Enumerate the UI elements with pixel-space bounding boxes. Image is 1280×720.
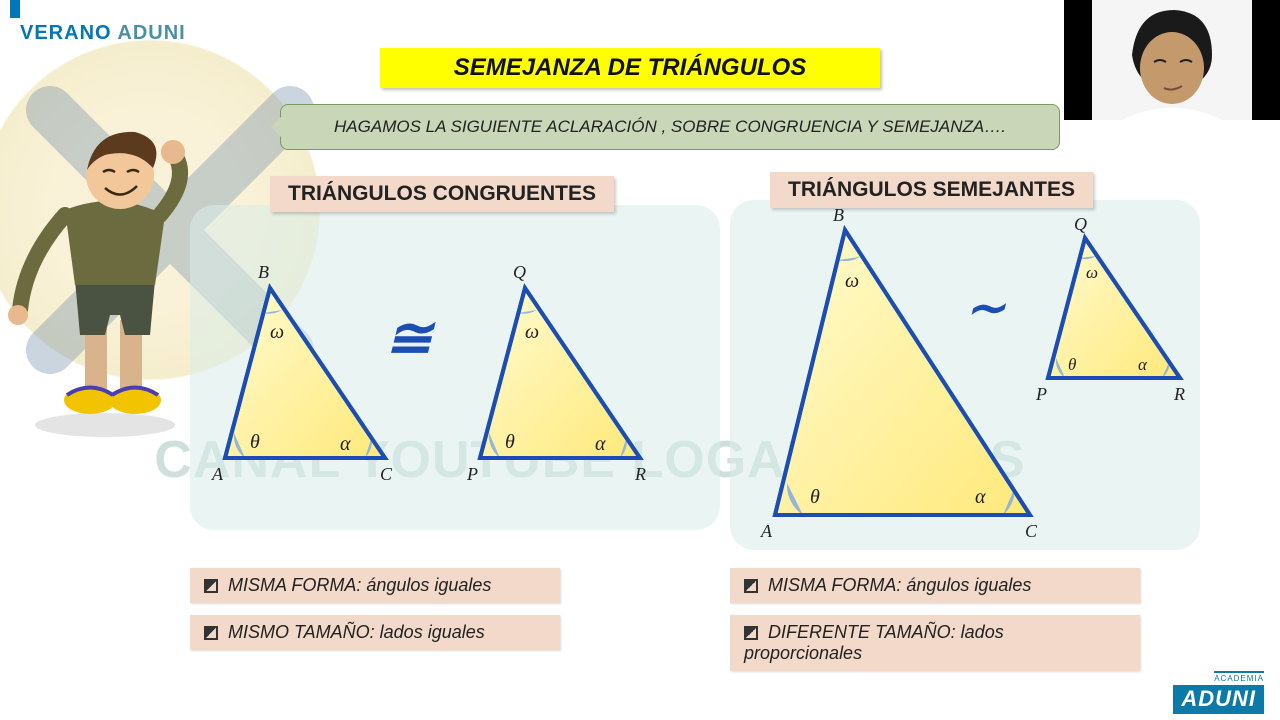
vertex-A: A bbox=[211, 464, 224, 484]
vertex-B2: B bbox=[833, 205, 844, 225]
brand-verano: VERANO bbox=[20, 22, 112, 44]
angle-alpha: α bbox=[340, 433, 351, 455]
angle-theta2: θ bbox=[505, 431, 515, 453]
vertex-P: P bbox=[466, 464, 478, 484]
angle-theta: θ bbox=[250, 431, 260, 453]
bullets-left: MISMA FORMA: ángulos iguales MISMO TAMAÑ… bbox=[190, 568, 560, 662]
bullet-left-2: MISMO TAMAÑO: lados iguales bbox=[190, 615, 560, 650]
angle-omega2: ω bbox=[525, 321, 539, 343]
webcam-overlay bbox=[1064, 0, 1280, 120]
angle-omega4: ω bbox=[1086, 263, 1098, 282]
angle-alpha3: α bbox=[975, 486, 986, 508]
angle-omega3: ω bbox=[845, 270, 859, 292]
vertex-R: R bbox=[634, 464, 646, 484]
vertex-Q2: Q bbox=[1074, 218, 1087, 234]
vertex-Q: Q bbox=[513, 262, 526, 282]
vertex-C2: C bbox=[1025, 521, 1038, 540]
triangle-right-abc: A B C θ ω α bbox=[745, 205, 1045, 540]
triangle-left-pqr: P Q R θ ω α bbox=[455, 258, 655, 488]
vertex-P2: P bbox=[1035, 384, 1047, 404]
vertex-A2: A bbox=[760, 521, 773, 540]
heading-semejantes: TRIÁNGULOS SEMEJANTES bbox=[770, 172, 1093, 208]
similar-symbol: ∼ bbox=[965, 280, 1005, 336]
logo-bottom: ACADEMIA ADUNI bbox=[1173, 668, 1264, 712]
bullet-left-1: MISMA FORMA: ángulos iguales bbox=[190, 568, 560, 603]
triangle-left-abc: A B C θ ω α bbox=[200, 258, 400, 488]
bullet-right-2-text: DIFERENTE TAMAÑO: lados proporcionales bbox=[744, 622, 1004, 663]
bullet-left-2-text: MISMO TAMAÑO: lados iguales bbox=[228, 622, 485, 642]
vertex-C: C bbox=[380, 464, 393, 484]
triangle-right-pqr: P Q R θ ω α bbox=[1030, 218, 1190, 408]
congruent-symbol: ≅ bbox=[385, 305, 432, 371]
vertex-R2: R bbox=[1173, 384, 1185, 404]
main-title: SEMEJANZA DE TRIÁNGULOS bbox=[380, 48, 880, 88]
bullet-right-1-text: MISMA FORMA: ángulos iguales bbox=[768, 575, 1031, 595]
angle-theta4: θ bbox=[1068, 355, 1076, 374]
webcam-person bbox=[1092, 0, 1252, 120]
bullets-right: MISMA FORMA: ángulos iguales DIFERENTE T… bbox=[730, 568, 1140, 683]
angle-omega: ω bbox=[270, 321, 284, 343]
angle-alpha2: α bbox=[595, 433, 606, 455]
vertex-B: B bbox=[258, 262, 269, 282]
bullet-right-1: MISMA FORMA: ángulos iguales bbox=[730, 568, 1140, 603]
character-boy bbox=[5, 120, 225, 440]
angle-theta3: θ bbox=[810, 486, 820, 508]
logo-big: ADUNI bbox=[1173, 685, 1264, 714]
bullet-right-2: DIFERENTE TAMAÑO: lados proporcionales bbox=[730, 615, 1140, 671]
speech-bubble: HAGAMOS LA SIGUIENTE ACLARACIÓN , SOBRE … bbox=[280, 104, 1060, 150]
angle-alpha4: α bbox=[1138, 355, 1148, 374]
bullet-left-1-text: MISMA FORMA: ángulos iguales bbox=[228, 575, 491, 595]
logo-small: ACADEMIA bbox=[1214, 671, 1264, 683]
heading-congruentes: TRIÁNGULOS CONGRUENTES bbox=[270, 176, 614, 212]
top-accent bbox=[10, 0, 20, 18]
